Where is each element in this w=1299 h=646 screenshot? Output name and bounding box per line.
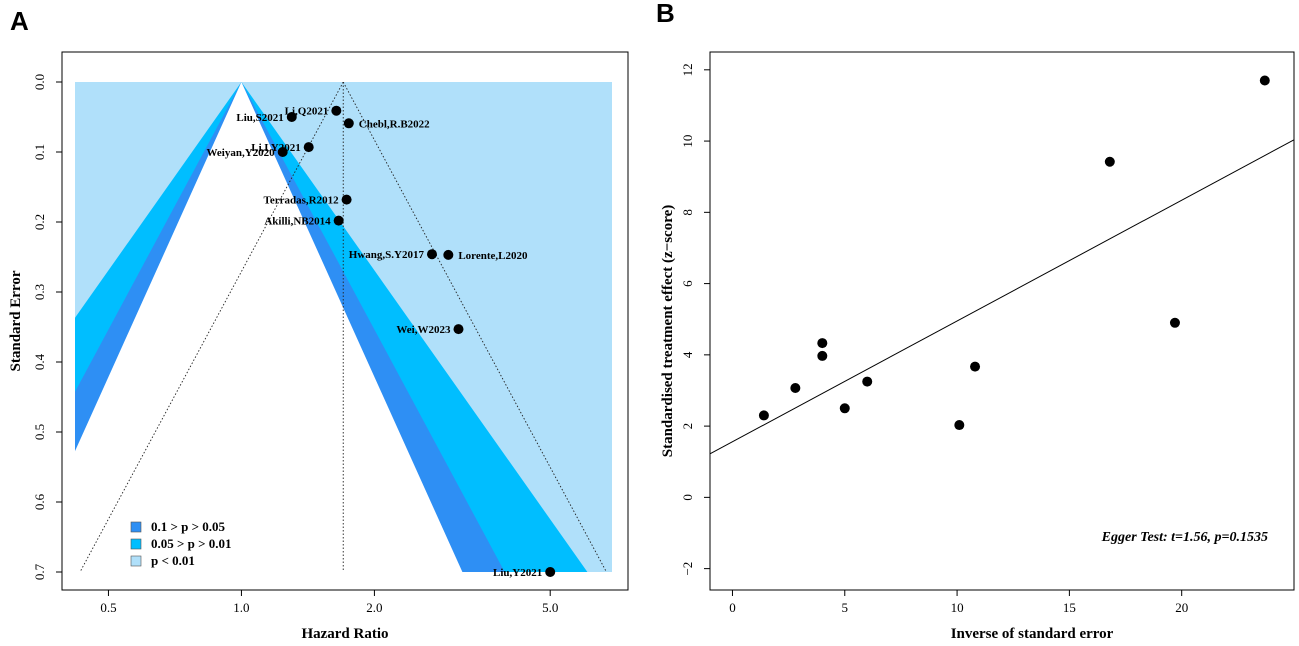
study-label: Wei,W2023 [396,324,451,336]
x-tick-label: 2.0 [366,600,382,615]
legend-label: 0.1 > p > 0.05 [151,519,226,534]
y-tick-label: 6 [680,280,695,287]
y-tick-label: 0.3 [32,284,47,300]
y-tick-label: 0 [680,494,695,501]
x-tick-label: 0.5 [100,600,116,615]
study-label: Chebl,R.B2022 [359,118,430,130]
y-tick-label: 0.1 [32,144,47,160]
study-point [453,324,464,335]
x-tick-label: 15 [1063,600,1076,615]
regression-line [710,139,1294,455]
study-point [333,215,344,226]
legend-swatch [130,538,142,550]
x-tick-label: 0 [729,600,736,615]
y-tick-label: 2 [680,423,695,430]
study-label: Li,LY2021 [251,142,300,154]
data-point [954,420,965,431]
x-axis-title: Hazard Ratio [301,626,388,642]
data-point [790,382,801,393]
y-axis-title: Standardised treatment effect (z−score) [660,205,676,458]
study-label: Liu,S2021 [236,112,283,124]
y-tick-label: −2 [680,562,695,576]
y-tick-label: 0.7 [32,563,47,580]
data-point [1169,317,1180,328]
legend-label: p < 0.01 [151,553,195,568]
study-label: Weiyan,Y2020 [207,147,276,159]
plot-frame [61,51,629,591]
data-point [817,338,828,349]
data-point [817,350,828,361]
study-label: Hwang,S.Y2017 [349,249,425,261]
data-point [839,403,850,414]
contour-region [75,82,612,572]
y-tick-label: 0.6 [32,493,47,510]
y-tick-label: 0.4 [32,353,47,370]
x-tick-label: 20 [1175,600,1188,615]
y-tick-label: 12 [680,63,695,76]
study-point [341,194,352,205]
legend-swatch [130,521,142,533]
study-point [443,249,454,260]
panel-label-b: B [656,0,675,28]
egger-test-annotation: Egger Test: t=1.56, p=0.1535 [1101,530,1268,545]
data-point [862,376,873,387]
x-tick-label: 5.0 [542,600,558,615]
data-point [1104,156,1115,167]
study-point [277,147,288,157]
y-tick-label: 8 [680,209,695,216]
study-point [343,118,354,129]
egger-plot: 0 5 10 15 20 −2 0 2 4 6 8 10 12 Inverse of standard e… [660,51,1295,642]
plot-frame [709,51,1295,591]
funnel-plot: 0.5 1.0 2.0 5.0 0.0 0.1 0.2 0.3 0.4 0.5 0.6 0.7 Haza… [8,51,629,642]
y-tick-label: 0.0 [32,74,47,90]
x-tick-label: 1.0 [233,600,249,615]
y-axis-title: Standard Error [8,270,24,371]
study-label: Terradas,R2012 [264,195,340,207]
y-tick-label: 0.5 [32,424,47,440]
y-tick-label: 10 [680,135,695,148]
data-point [970,361,981,372]
study-label: Akilli,NB2014 [264,216,331,228]
x-tick-label: 10 [951,600,964,615]
study-point [286,112,297,122]
legend-swatch [130,555,142,567]
panel-label-a: A [10,6,29,36]
study-point [331,105,342,116]
study-label: Liu,Y2021 [493,567,542,579]
y-tick-label: 0.2 [32,214,47,230]
contour-nonsig [75,82,463,572]
data-point [1259,75,1270,86]
data-point [758,410,769,421]
y-tick-label: 4 [680,351,695,358]
study-point [426,249,437,260]
x-tick-label: 5 [842,600,849,615]
study-label: Lorente,L2020 [458,250,528,262]
study-point [303,142,314,153]
legend-label: 0.05 > p > 0.01 [151,536,232,551]
study-point [545,567,556,577]
x-axis-title: Inverse of standard error [951,626,1114,642]
